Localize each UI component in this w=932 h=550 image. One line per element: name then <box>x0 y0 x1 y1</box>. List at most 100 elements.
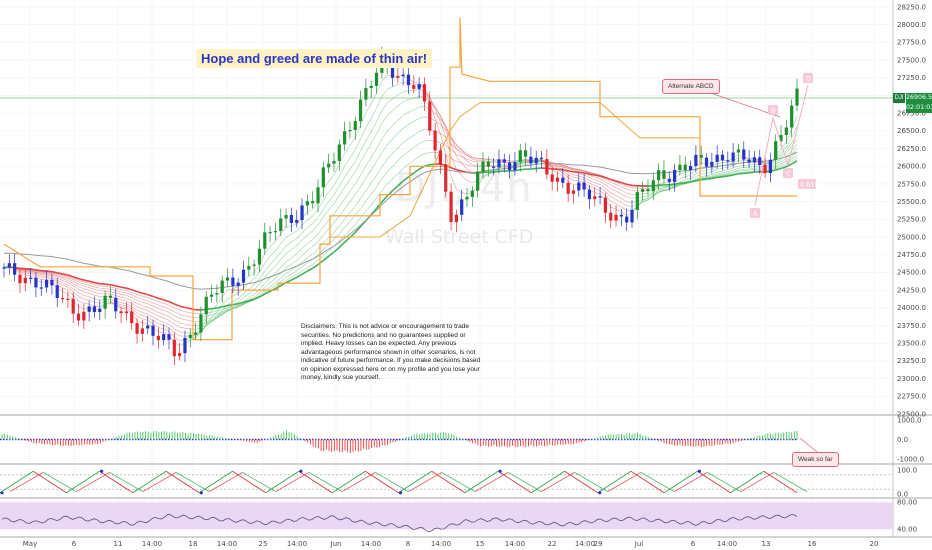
ribbon-segment <box>557 165 563 168</box>
ribbon-segment <box>238 304 244 307</box>
ribbon-segment <box>584 170 590 173</box>
ribbon-segment <box>62 284 69 288</box>
ribbon-segment <box>344 157 351 167</box>
ribbon-segment <box>57 281 63 286</box>
stoch-cross-dot <box>0 491 4 495</box>
ribbon-segment <box>418 140 425 144</box>
ribbon-segment <box>248 278 255 284</box>
ribbon-segment <box>605 176 611 181</box>
ribbon-segment <box>312 263 319 269</box>
candle-body <box>183 337 187 354</box>
ribbon-segment <box>184 327 191 330</box>
stoch-line <box>464 470 499 494</box>
ribbon-segment <box>733 165 739 169</box>
ribbon-segment <box>126 307 132 312</box>
ribbon-segment <box>621 193 627 198</box>
ribbon-segment <box>323 192 329 201</box>
ribbon-segment <box>67 280 74 284</box>
ribbon-segment <box>78 277 85 281</box>
ribbon-segment <box>216 309 223 317</box>
ribbon-segment <box>589 182 595 186</box>
ribbon-segment <box>25 269 31 272</box>
ribbon-segment <box>578 169 585 172</box>
candle-body <box>635 191 639 210</box>
ribbon-segment <box>727 174 734 177</box>
candle-body <box>119 311 123 314</box>
ribbon-segment <box>78 289 84 293</box>
ribbon-segment <box>142 298 148 302</box>
ribbon-segment <box>434 107 441 116</box>
candle-body <box>71 298 75 314</box>
ribbon-segment <box>679 183 686 186</box>
ribbon-segment <box>520 161 526 164</box>
ribbon-segment <box>391 185 399 192</box>
ribbon-segment <box>647 191 654 198</box>
ribbon-segment <box>397 180 404 187</box>
rsi-line <box>1 513 798 533</box>
ribbon-segment <box>381 130 388 140</box>
ribbon-segment <box>30 271 37 275</box>
ribbon-segment <box>413 95 420 99</box>
ribbon-segment <box>301 234 308 241</box>
ribbon-segment <box>78 306 84 310</box>
candle-body <box>523 150 528 157</box>
ribbon-segment <box>685 174 691 178</box>
candle-body <box>422 84 427 102</box>
ribbon-segment <box>339 227 345 234</box>
ribbon-segment <box>307 253 313 259</box>
ribbon-segment <box>179 309 186 312</box>
ribbon-segment <box>674 182 681 185</box>
x-tick-label: 6 <box>691 540 696 548</box>
ribbon-segment <box>658 189 665 191</box>
ribbon-segment <box>126 292 132 296</box>
ribbon-segment <box>605 191 611 197</box>
ribbon-segment <box>147 320 154 325</box>
ribbon-segment <box>333 206 340 215</box>
ribbon-segment <box>786 150 792 157</box>
ribbon-segment <box>578 175 585 179</box>
ribbon-segment <box>605 195 611 202</box>
ribbon-segment <box>397 142 404 149</box>
candle-body <box>715 154 719 162</box>
stoch-signal-line <box>242 472 276 492</box>
ribbon-segment <box>717 174 723 177</box>
candle-body <box>18 274 22 284</box>
ribbon-segment <box>450 144 457 157</box>
ribbon-segment <box>568 170 574 173</box>
ribbon-segment <box>552 166 558 169</box>
ribbon-segment <box>291 238 297 243</box>
candle-body <box>327 163 331 168</box>
ribbon-segment <box>275 272 281 279</box>
stoch-line <box>265 470 300 494</box>
ribbon-segment <box>701 175 707 177</box>
ribbon-segment <box>413 106 420 111</box>
ribbon-segment <box>706 177 712 181</box>
candle-body <box>311 201 315 204</box>
ribbon-segment <box>205 320 212 327</box>
ribbon-segment <box>291 270 297 275</box>
candle-body <box>66 298 70 300</box>
ribbon-segment <box>392 173 399 180</box>
ribbon-segment <box>466 155 473 160</box>
price-tick-label: 26000.0 <box>897 163 926 171</box>
ribbon-segment <box>19 269 26 271</box>
ribbon-segment <box>775 164 782 168</box>
ribbon-segment <box>147 307 154 311</box>
ribbon-segment <box>72 275 79 280</box>
x-tick-label: 20 <box>870 540 879 548</box>
ribbon-segment <box>456 144 462 151</box>
ribbon-segment <box>51 273 58 276</box>
ribbon-segment <box>73 277 79 281</box>
ribbon-segment <box>89 287 95 290</box>
ribbon-segment <box>557 163 563 167</box>
candle-body <box>768 159 772 174</box>
ribbon-segment <box>264 277 271 284</box>
ribbon-segment <box>211 317 218 323</box>
ribbon-segment <box>775 163 782 167</box>
ribbon-segment <box>450 158 457 162</box>
ribbon-segment <box>653 192 659 197</box>
ribbon-segment <box>121 306 127 308</box>
candle-body <box>795 88 799 106</box>
ribbon-segment <box>658 190 665 193</box>
ribbon-segment <box>253 292 260 298</box>
